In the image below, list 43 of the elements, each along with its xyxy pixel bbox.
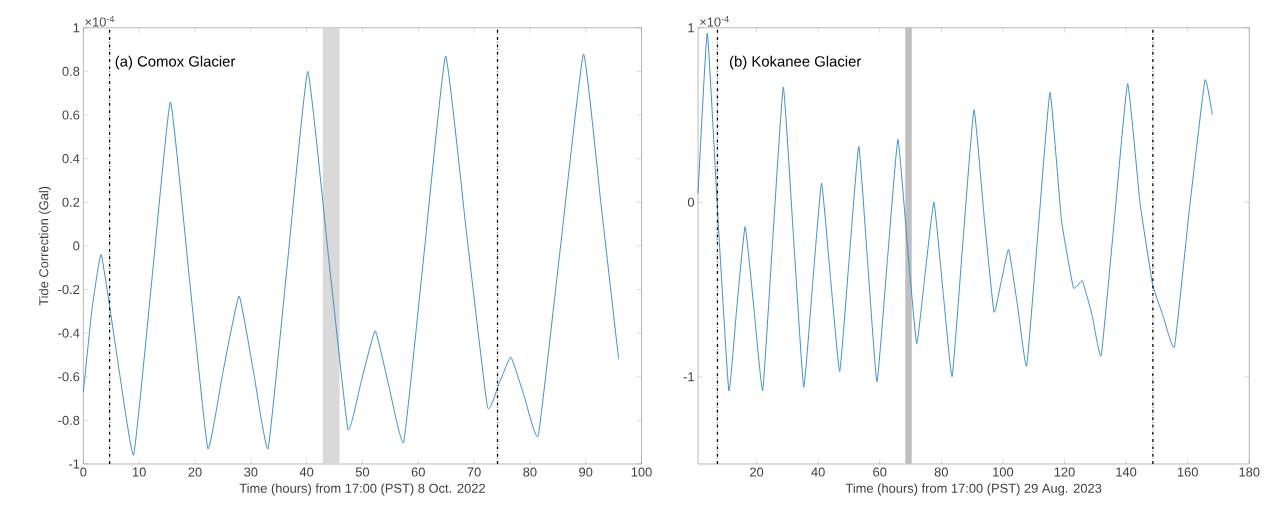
x-tick-label: 40 xyxy=(811,467,825,477)
x-tick-label: 20 xyxy=(188,467,202,477)
y-tick-label: -0.4 xyxy=(58,328,80,338)
text: ×10$^{-4}$ xyxy=(700,16,729,27)
x-tick-label: 50 xyxy=(355,467,370,477)
line-series xyxy=(82,53,620,457)
y-tick-label: -1 xyxy=(683,372,694,382)
x-axis-title: Time (hours) from 17:00 (PST) 8 Oct. 2022 xyxy=(239,483,485,496)
x-tick-label: 160 xyxy=(1177,467,1198,477)
x-tick-label: 60 xyxy=(873,467,887,477)
x-tick-label: 80 xyxy=(523,467,537,477)
y-tick-label: 1 xyxy=(73,23,80,33)
x-tick-label: 20 xyxy=(750,467,764,477)
x-tick-label: 0 xyxy=(80,467,87,477)
annotation: (b) Kokanee Glacier xyxy=(730,55,862,70)
x-tick-label: 70 xyxy=(467,467,481,477)
y-tick-label: 0.8 xyxy=(62,67,80,77)
x-tick-label: 60 xyxy=(411,467,425,477)
x-tick-label: 100 xyxy=(631,467,652,477)
y-tick-label: 0 xyxy=(73,241,80,251)
line-series xyxy=(697,32,1213,392)
annotation: (a) Comox Glacier xyxy=(115,55,236,70)
y-tick-label: -0.2 xyxy=(58,285,80,295)
x-tick-label: 120 xyxy=(1054,467,1075,477)
y-tick-label: -1 xyxy=(68,459,80,469)
y-tick-label: 0.6 xyxy=(62,110,80,120)
y-tick-label: 0.2 xyxy=(62,197,80,208)
x-tick-label: 10 xyxy=(132,467,146,477)
x-tick-label: 100 xyxy=(993,467,1014,477)
y-tick-label: 1 xyxy=(688,23,694,33)
y-axis-title: Tide Correction (Gal) xyxy=(38,187,51,306)
x-tick-label: 80 xyxy=(934,467,948,477)
y-tick-label: 0.4 xyxy=(62,154,80,164)
x-tick-label: 140 xyxy=(1116,467,1137,477)
y-tick-label: 0 xyxy=(687,197,695,208)
x-tick-label: 40 xyxy=(299,467,314,477)
x-tick-label: 30 xyxy=(244,467,258,477)
text: ×10$^{-4}$ xyxy=(85,16,115,27)
y-tick-label: -0.6 xyxy=(58,372,80,382)
x-axis-title: Time (hours) from 17:00 (PST) 29 Aug. 2023 xyxy=(845,483,1102,496)
y-tick-label: -0.8 xyxy=(58,416,80,426)
x-tick-label: 180 xyxy=(1239,467,1260,477)
x-tick-label: 90 xyxy=(579,467,593,477)
